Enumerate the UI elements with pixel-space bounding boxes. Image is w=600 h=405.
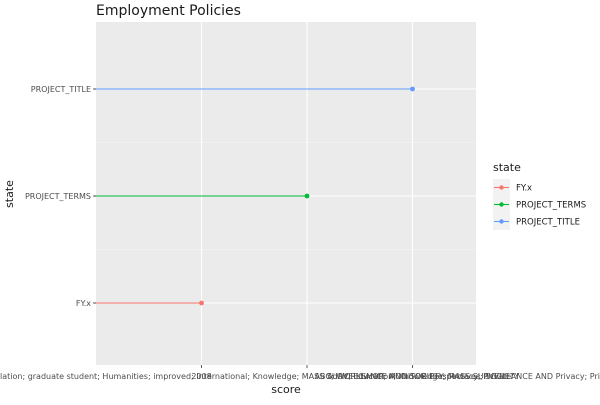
y-tick-label: PROJECT_TITLE: [31, 85, 91, 94]
x-tick-label: 2008: [191, 372, 211, 381]
y-tick-label: FY.x: [76, 299, 91, 308]
y-axis-title: state: [3, 180, 16, 208]
legend-key-point: [499, 185, 504, 190]
legend: state FY.x PROJECT_TERMS PROJECT_TITLE: [493, 161, 586, 230]
legend-label: PROJECT_TITLE: [516, 218, 580, 228]
x-axis-title: score: [271, 383, 301, 396]
legend-key-point: [499, 219, 504, 224]
x-tick-label: Adult; Education; Knowledge; MASS SURVEI…: [327, 372, 600, 381]
data-point: [410, 86, 415, 92]
legend-items: FY.x PROJECT_TERMS PROJECT_TITLE: [493, 179, 586, 230]
plot-panel: [96, 22, 476, 365]
data-point: [199, 300, 204, 306]
y-tick-label: PROJECT_TERMS: [25, 192, 91, 201]
x-axis-ticks: 2008 ABC; WORKSHOP; MONITOR Perspectives;…: [0, 365, 600, 381]
legend-key-point: [499, 202, 504, 207]
x-tick-label: ABC; WORKSHOP; MONITOR Perspectives; SOC…: [315, 372, 520, 381]
chart-title: Employment Policies: [96, 3, 241, 19]
legend-label: PROJECT_TERMS: [516, 201, 586, 211]
x-tick-label-overlap: lation; graduate student; Humanities; im…: [0, 372, 511, 381]
legend-title: state: [493, 161, 521, 174]
data-point: [304, 193, 310, 199]
y-axis-ticks: FY.x PROJECT_TERMS PROJECT_TITLE: [25, 85, 96, 308]
legend-label: FY.x: [516, 184, 532, 194]
data-marks: [94, 86, 415, 306]
